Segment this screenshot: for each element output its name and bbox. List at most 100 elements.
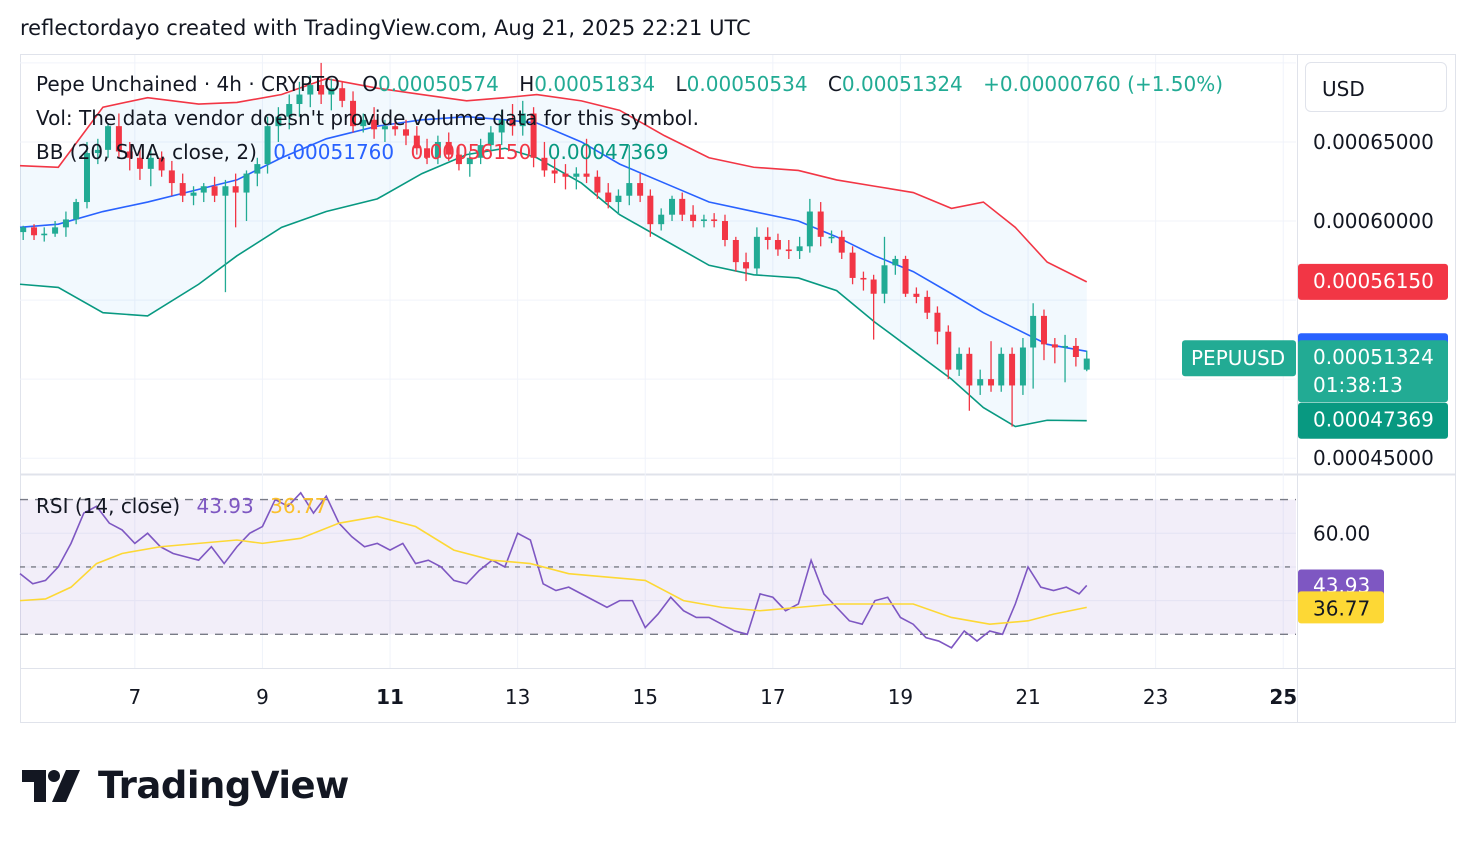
candle-body-up — [466, 157, 473, 165]
currency-selector-button[interactable]: USD — [1305, 62, 1447, 112]
candle-body-down — [711, 219, 718, 222]
legend-rsi-ma-value: 36.77 — [270, 494, 328, 518]
candle-body-up — [254, 164, 261, 174]
candle-body-up — [881, 265, 888, 294]
candle-body-up — [243, 173, 250, 193]
legend-bb-label[interactable]: BB (20, SMA, close, 2) — [36, 140, 257, 164]
bollinger-basis-line — [19, 115, 1087, 353]
candle-body-up — [1062, 345, 1069, 348]
tradingview-logo: TradingView — [22, 764, 349, 807]
candle-body-up — [286, 104, 293, 117]
candle-body-up — [658, 214, 665, 225]
candle-body-down — [594, 176, 601, 193]
last-price-badge-text: 01:38:13 — [1313, 373, 1403, 397]
tradingview-logo-text: TradingView — [98, 764, 349, 807]
bb-lower-price-badge-text: 0.00047369 — [1313, 408, 1434, 432]
candle-body-down — [817, 211, 824, 237]
legend-rsi-row: RSI (14, close) 43.93 36.77 — [36, 494, 327, 518]
bb-lower-price-badge-bg — [1298, 402, 1448, 439]
candle-body-up — [998, 353, 1005, 386]
candle-body-up — [62, 219, 69, 228]
legend-close-label: C — [827, 72, 842, 96]
candle-body-down — [849, 252, 856, 278]
candle-body-down — [945, 331, 952, 370]
candle-body-down — [445, 141, 452, 155]
candle-body-up — [498, 119, 505, 133]
chart-header-attribution: reflectordayo created with TradingView.c… — [20, 16, 751, 40]
rsi-ma-badge-bg — [1298, 591, 1384, 624]
candle-body-up — [20, 227, 27, 233]
candle-body-up — [275, 116, 282, 127]
time-axis-tick-label: 19 — [888, 685, 913, 709]
candle-body-up — [977, 379, 984, 386]
candle-body-up — [477, 145, 484, 158]
candle-body-up — [753, 236, 760, 269]
legend-high-value: 0.00051834 — [534, 72, 656, 96]
candle-body-up — [615, 195, 622, 203]
time-axis-tick-label: 15 — [633, 685, 658, 709]
candle-body-down — [179, 183, 186, 196]
candle-body-up — [669, 198, 676, 215]
candle-body-down — [350, 100, 357, 127]
candle-body-up — [41, 233, 48, 236]
candle-body-down — [647, 195, 654, 225]
candle-body-up — [73, 202, 80, 220]
candle-body-down — [530, 113, 537, 158]
candle-body-down — [318, 85, 325, 95]
bb-upper-price-badge-bg — [1298, 263, 1448, 300]
candle-body-up — [434, 141, 441, 158]
candle-body-down — [605, 192, 612, 203]
candle-body-down — [774, 239, 781, 250]
legend-close-value: 0.00051324 — [841, 72, 963, 96]
legend-rsi-label[interactable]: RSI (14, close) — [36, 494, 181, 518]
candle-body-down — [732, 239, 739, 263]
time-axis-tick-label: 9 — [256, 685, 269, 709]
rsi-ma-badge-text: 36.77 — [1313, 596, 1370, 620]
candle-body-down — [126, 151, 133, 158]
candle-body-up — [360, 119, 367, 127]
candle-body-down — [1051, 344, 1058, 348]
candle-body-down — [509, 119, 516, 127]
candle-body-up — [83, 153, 90, 203]
candle-body-down — [860, 277, 867, 280]
candle-body-down — [870, 279, 877, 294]
legend-bollinger-row: BB (20, SMA, close, 2) 0.00051760 0.0005… — [36, 140, 669, 164]
legend-open-value: 0.00050574 — [377, 72, 499, 96]
legend-low-value: 0.00050534 — [686, 72, 808, 96]
legend-rsi-value: 43.93 — [196, 494, 254, 518]
candle-body-up — [328, 88, 335, 95]
price-axis-tick-label: 0.00060000 — [1313, 209, 1434, 233]
candle-body-down — [136, 157, 143, 169]
last-price-badge-bg — [1298, 340, 1448, 403]
candle-body-down — [902, 258, 909, 294]
candle-body-down — [637, 183, 644, 196]
candle-body-down — [1009, 353, 1016, 386]
candle-body-down — [690, 214, 697, 222]
candle-body-up — [264, 126, 271, 165]
candle-body-up — [200, 186, 207, 193]
candle-body-down — [562, 173, 569, 177]
symbol-tag-text: PEPUUSD — [1191, 346, 1285, 370]
candle-body-down — [232, 186, 239, 193]
legend-bb-basis: 0.00051760 — [273, 140, 395, 164]
candle-body-down — [934, 312, 941, 332]
candle-body-down — [743, 262, 750, 269]
candle-body-up — [52, 227, 59, 234]
candle-body-down — [966, 353, 973, 386]
candle-body-up — [892, 258, 899, 266]
candle-body-up — [573, 173, 580, 177]
candle-body-up — [626, 183, 633, 196]
time-axis-tick-label: 13 — [505, 685, 530, 709]
legend-ohlc-row: Pepe Unchained · 4h · CRYPTO O0.00050574… — [36, 72, 1223, 96]
bollinger-upper-line — [19, 77, 1088, 283]
candle-body-up — [956, 353, 963, 370]
last-price-badge-text: 0.00051324 — [1313, 345, 1434, 369]
candle-body-down — [583, 173, 590, 177]
bollinger-lower-line — [19, 147, 1087, 428]
tradingview-logo-icon — [22, 769, 80, 802]
legend-symbol[interactable]: Pepe Unchained · 4h · CRYPTO — [36, 72, 340, 96]
rsi-ma-line — [19, 515, 1087, 626]
legend-bb-lower: 0.00047369 — [547, 140, 669, 164]
candle-body-down — [785, 249, 792, 252]
